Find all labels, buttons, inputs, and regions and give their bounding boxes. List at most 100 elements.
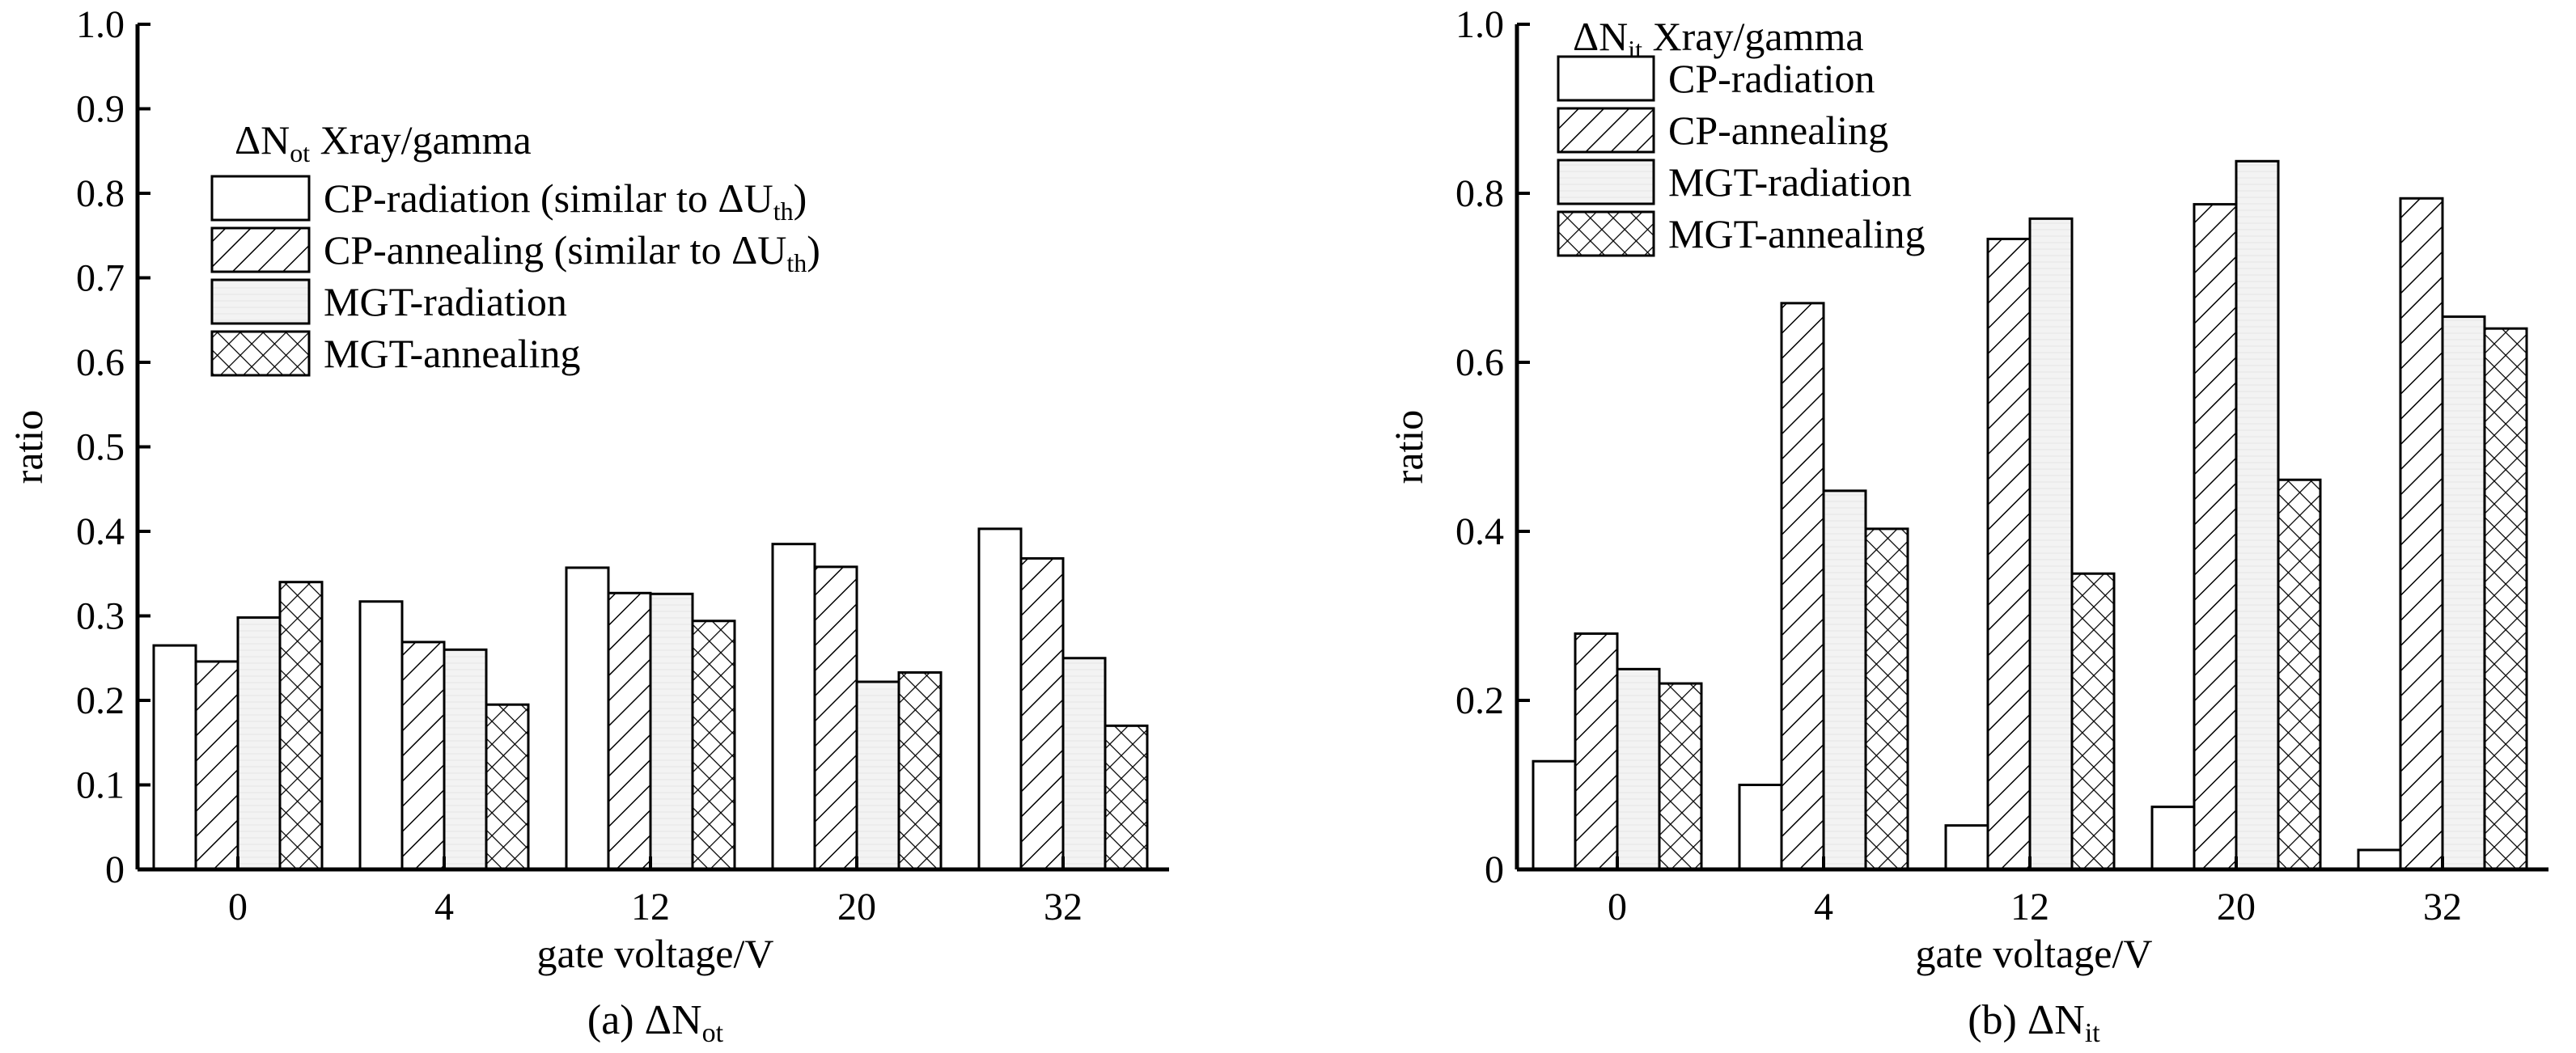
bar-gray-0 [236, 616, 282, 871]
bar-cross-32 [2483, 327, 2528, 871]
bar-gray-12 [649, 592, 694, 871]
x-tick-label: 20 [2217, 886, 2256, 928]
legend-label: MGT-radiation [324, 279, 567, 324]
chart-b-bars [1532, 159, 2528, 871]
x-tick-label: 4 [1814, 886, 1833, 928]
chart-b-y-axis-title: ratio [1386, 410, 1431, 484]
chart-a-y-ticks: 0 0.1 0.2 0.3 0.4 0.5 0.6 0.7 0.8 0.9 1.0 [76, 3, 150, 891]
bar-gray-20 [855, 680, 900, 871]
x-tick-label: 20 [837, 886, 876, 928]
bar-cross-4 [1864, 527, 1909, 871]
x-tick-label: 0 [1608, 886, 1627, 928]
bar-cross-12 [691, 620, 736, 871]
legend-label: MGT-annealing [1668, 211, 1926, 256]
chart-b-x-ticks: 0 4 12 20 32 [1608, 856, 2462, 928]
bar-diag-4 [400, 641, 446, 871]
bar-diag-12 [1986, 237, 2032, 871]
bar-diag-12 [607, 591, 652, 871]
legend-label: CP-radiation (similar to ΔUth) [324, 176, 807, 226]
bar-diag-4 [1780, 302, 1825, 871]
y-tick-label: 0.4 [1455, 510, 1504, 553]
chart-b-x-axis-title: gate voltage/V [1916, 931, 2153, 976]
y-tick-label: 0.4 [76, 510, 125, 553]
bar-plain-0 [1532, 759, 1577, 871]
y-tick-label: 0.6 [1455, 341, 1504, 384]
bar-plain-12 [1944, 824, 1989, 871]
bar-gray-0 [1616, 667, 1661, 871]
y-tick-label: 1.0 [1455, 3, 1504, 46]
chart-a-panel: 0 0.1 0.2 0.3 0.4 0.5 0.6 0.7 0.8 0.9 1.0 0 4 12 20 32… [6, 3, 1169, 1048]
y-tick-label: 0.3 [76, 595, 125, 638]
legend-swatch-cross [210, 330, 311, 377]
legend-label: CP-radiation [1668, 56, 1875, 101]
y-tick-label: 0.9 [76, 88, 125, 131]
bar-diag-32 [2399, 197, 2444, 871]
bar-plain-32 [2357, 848, 2402, 871]
bar-plain-4 [358, 600, 404, 871]
bar-plain-20 [771, 543, 816, 871]
chart-a-x-axis-title: gate voltage/V [537, 931, 774, 976]
bar-gray-12 [2028, 217, 2074, 871]
bar-cross-0 [1658, 682, 1703, 871]
bar-gray-32 [1061, 657, 1107, 871]
x-tick-label: 32 [1044, 886, 1083, 928]
y-tick-label: 1.0 [76, 3, 125, 46]
bar-cross-32 [1104, 724, 1149, 871]
chart-a-bars [152, 527, 1149, 871]
chart-a-x-ticks: 0 4 12 20 32 [228, 856, 1083, 928]
x-tick-label: 4 [434, 886, 454, 928]
bar-plain-4 [1738, 784, 1783, 871]
legend-label: CP-annealing [1668, 108, 1888, 153]
x-tick-label: 32 [2423, 886, 2462, 928]
bar-cross-0 [278, 581, 324, 871]
y-tick-label: 0.2 [76, 679, 125, 722]
bar-diag-0 [194, 660, 239, 871]
chart-a-legend: ΔNot Xray/gamma CP-radiation (similar to … [210, 117, 820, 377]
legend-label: MGT-radiation [1668, 159, 1912, 205]
legend-label: MGT-annealing [324, 331, 581, 376]
y-tick-label: 0.7 [76, 257, 125, 300]
chart-b-panel: 0 0.2 0.4 0.6 0.8 1.0 0 4 12 20 32 ratio gate vol… [1386, 3, 2548, 1048]
x-tick-label: 12 [631, 886, 670, 928]
bar-gray-4 [1822, 489, 1867, 871]
bar-gray-4 [443, 648, 488, 871]
bar-cross-4 [485, 703, 530, 871]
y-tick-label: 0.2 [1455, 679, 1504, 722]
legend-swatch-gray [210, 278, 311, 325]
legend-swatch-gray [1557, 159, 1655, 205]
legend-title: ΔNit Xray/gamma [1573, 14, 1864, 64]
chart-a-y-axis-title: ratio [6, 410, 51, 484]
chart-b-caption: (b) ΔNit [1968, 997, 2100, 1048]
chart-a-caption: (a) ΔNot [587, 997, 724, 1048]
y-tick-label: 0 [1485, 848, 1504, 891]
bar-plain-32 [977, 527, 1023, 871]
bar-cross-20 [897, 671, 943, 871]
x-tick-label: 0 [228, 886, 248, 928]
bar-plain-12 [565, 566, 610, 871]
bar-gray-20 [2235, 159, 2280, 871]
y-tick-label: 0.8 [1455, 172, 1504, 215]
y-tick-label: 0.5 [76, 426, 125, 469]
y-tick-label: 0.1 [76, 764, 125, 807]
legend-swatch-cross [1557, 210, 1655, 257]
bar-cross-12 [2070, 572, 2116, 871]
bar-gray-32 [2441, 315, 2486, 871]
y-tick-label: 0.6 [76, 341, 125, 384]
bar-diag-0 [1574, 632, 1619, 871]
bar-plain-20 [2150, 806, 2196, 871]
bar-plain-0 [152, 644, 197, 871]
y-tick-label: 0.8 [76, 172, 125, 215]
bar-diag-32 [1019, 556, 1065, 871]
x-tick-label: 12 [2010, 886, 2049, 928]
legend-label: CP-annealing (similar to ΔUth) [324, 227, 820, 277]
chart-b-y-ticks: 0 0.2 0.4 0.6 0.8 1.0 [1455, 3, 1530, 891]
bar-diag-20 [2193, 203, 2238, 871]
legend-swatch-diag [210, 226, 311, 273]
legend-swatch-plain [1557, 55, 1655, 102]
y-tick-label: 0 [105, 848, 125, 891]
legend-title: ΔNot Xray/gamma [235, 117, 532, 167]
legend-swatch-plain [210, 175, 311, 222]
legend-swatch-diag [1557, 107, 1655, 154]
